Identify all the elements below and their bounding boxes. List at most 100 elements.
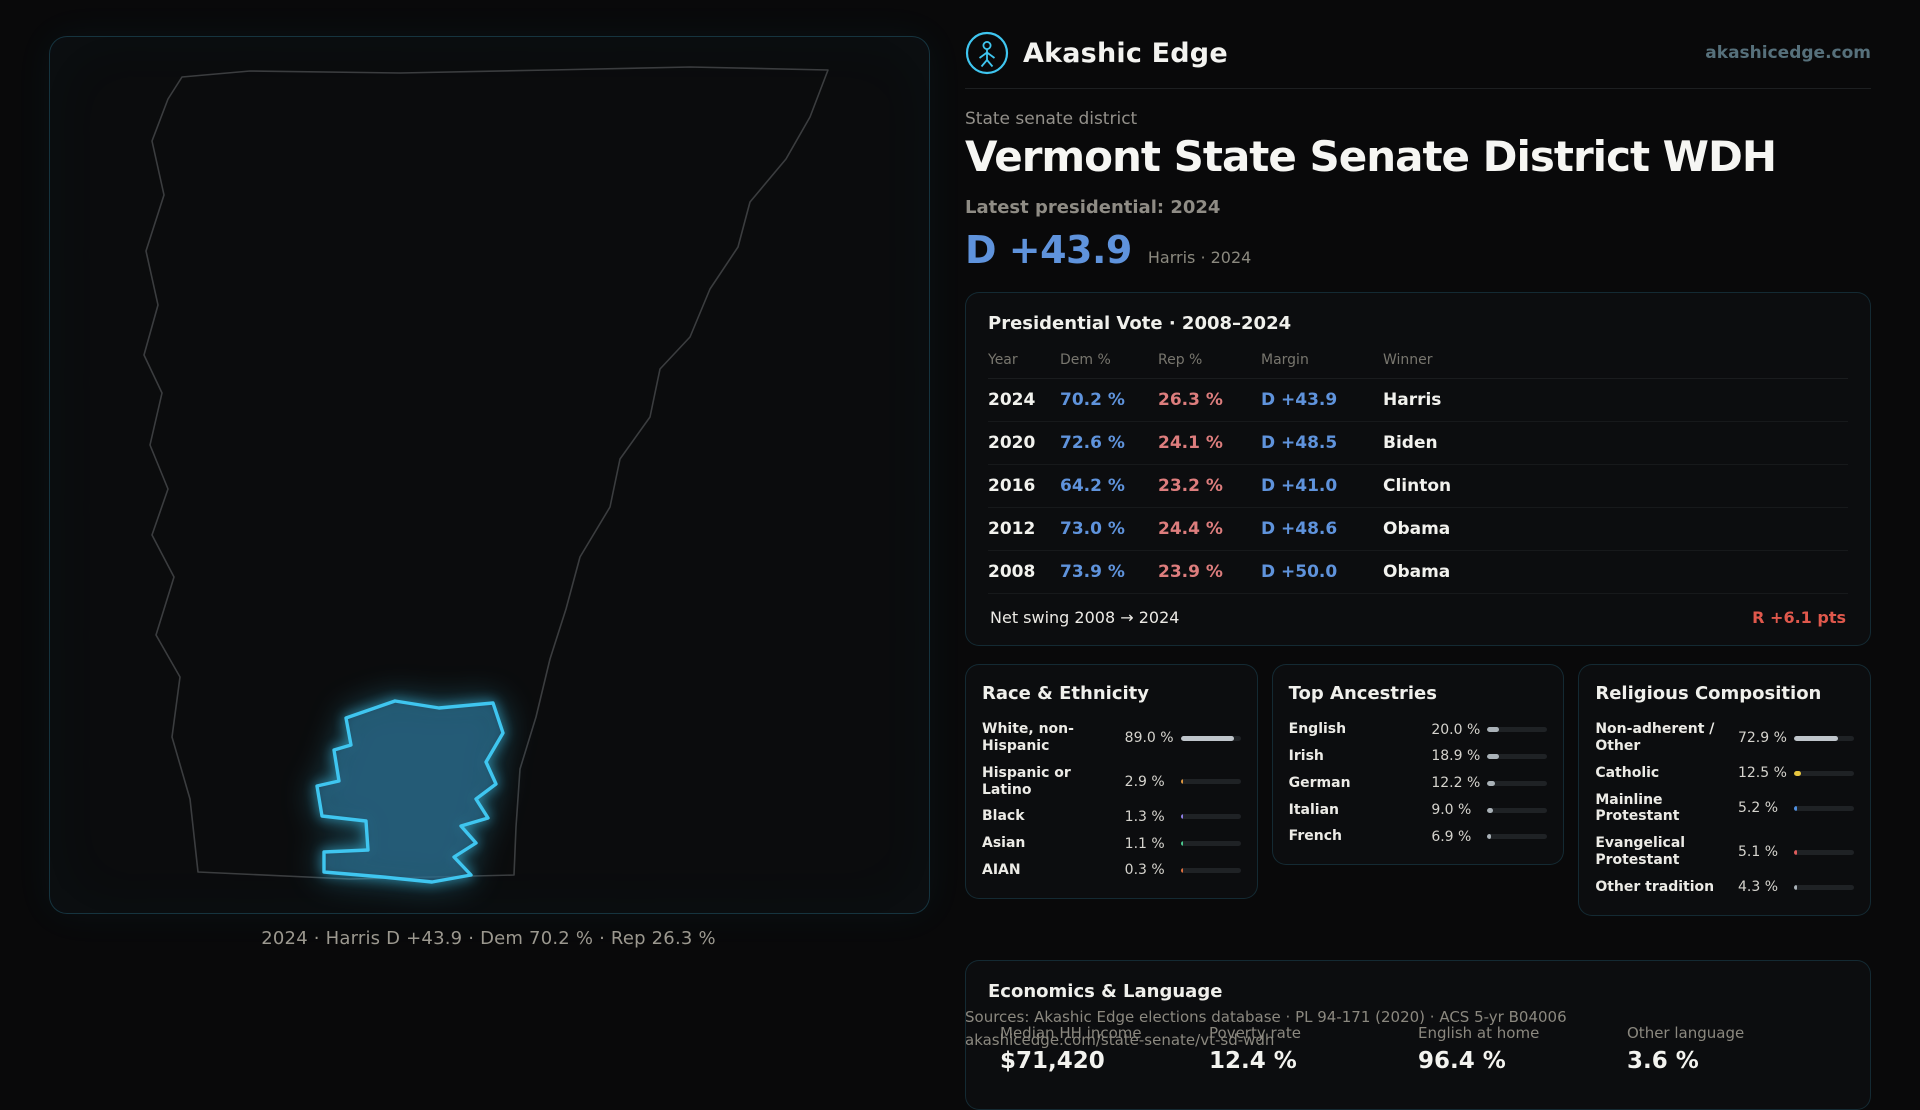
stat-label: English at home bbox=[1418, 1024, 1540, 1043]
table-row: 2024 70.2 % 26.3 % D +43.9 Harris bbox=[988, 379, 1848, 423]
ancestries-card-title: Top Ancestries bbox=[1288, 683, 1437, 705]
district-map-panel bbox=[49, 36, 930, 914]
column-rep: Rep % bbox=[1158, 352, 1203, 369]
demo-bar-track bbox=[1180, 814, 1241, 820]
demo-bar-track bbox=[1180, 779, 1241, 785]
column-year: Year bbox=[988, 352, 1018, 369]
table-header-row: Year Dem % Rep % Margin Winner bbox=[988, 342, 1848, 380]
demo-label: Catholic bbox=[1595, 764, 1660, 781]
demo-row: Catholic 12.5 % bbox=[1595, 760, 1854, 787]
demo-value: 72.9 % bbox=[1737, 730, 1787, 747]
demo-row: English 20.0 % bbox=[1289, 716, 1548, 743]
demo-label: French bbox=[1288, 828, 1342, 845]
site-header: Akashic Edge akashicedge.com bbox=[965, 24, 1871, 82]
cell-rep-pct: 24.1 % bbox=[1158, 433, 1223, 454]
demo-value: 1.1 % bbox=[1124, 835, 1165, 852]
demo-bar-fill bbox=[1793, 770, 1802, 776]
presidential-vote-card: Presidential Vote · 2008–2024 Year Dem %… bbox=[965, 292, 1871, 647]
district-type-eyebrow: State senate district bbox=[965, 109, 1138, 129]
demo-value: 0.3 % bbox=[1124, 862, 1165, 879]
footer-sources: Sources: Akashic Edge elections database… bbox=[965, 1008, 1567, 1026]
demo-bar-fill bbox=[1793, 805, 1798, 811]
demo-bar-track bbox=[1487, 834, 1548, 840]
demographics-row: Race & Ethnicity White, non-Hispanic 89.… bbox=[965, 664, 1871, 942]
demo-row: AIAN 0.3 % bbox=[982, 857, 1241, 884]
page-title: Vermont State Senate District WDH bbox=[965, 132, 1777, 181]
cell-year: 2024 bbox=[988, 390, 1036, 411]
demo-row: Italian 9.0 % bbox=[1289, 797, 1548, 824]
religion-card-title: Religious Composition bbox=[1595, 683, 1822, 705]
map-caption: 2024 · Harris D +43.9 · Dem 70.2 % · Rep… bbox=[261, 928, 716, 949]
demo-value: 20.0 % bbox=[1431, 721, 1481, 738]
economics-card-title: Economics & Language bbox=[988, 981, 1223, 1003]
religious-composition-card: Religious Composition Non-adherent / Oth… bbox=[1578, 664, 1871, 916]
demo-bar-fill bbox=[1487, 727, 1500, 733]
cell-dem-pct: 64.2 % bbox=[1060, 476, 1125, 497]
stat-label: Other language bbox=[1627, 1024, 1745, 1043]
stat-label: Poverty rate bbox=[1209, 1024, 1301, 1043]
religion-rows: Non-adherent / Other 72.9 % Catholic 12.… bbox=[1595, 716, 1854, 900]
vermont-map bbox=[143, 66, 829, 884]
demo-bar-track bbox=[1487, 727, 1548, 733]
demo-bar-fill bbox=[1793, 735, 1838, 741]
stat-label: Median HH income bbox=[1000, 1024, 1142, 1043]
cell-year: 2008 bbox=[988, 562, 1036, 583]
table-row: 2012 73.0 % 24.4 % D +48.6 Obama bbox=[988, 508, 1848, 552]
demo-bar-fill bbox=[1487, 834, 1492, 840]
cell-margin: D +43.9 bbox=[1261, 390, 1338, 411]
demo-row: Irish 18.9 % bbox=[1289, 743, 1548, 770]
vermont-state-outline bbox=[143, 66, 829, 880]
demo-value: 89.0 % bbox=[1124, 730, 1174, 747]
demo-bar-fill bbox=[1487, 753, 1499, 759]
demo-bar-track bbox=[1180, 735, 1241, 741]
cell-winner: Obama bbox=[1383, 562, 1451, 583]
demo-value: 12.5 % bbox=[1737, 765, 1787, 782]
district-wdh-shape[interactable] bbox=[315, 699, 505, 884]
demo-bar-track bbox=[1793, 884, 1854, 890]
demo-value: 4.3 % bbox=[1737, 879, 1779, 896]
headline-margin-value: D +43.9 bbox=[965, 228, 1132, 273]
net-swing-label: Net swing 2008 → 2024 bbox=[990, 608, 1180, 628]
demo-label: Asian bbox=[982, 835, 1026, 852]
demo-value: 5.2 % bbox=[1737, 800, 1779, 817]
demo-label: Other tradition bbox=[1595, 878, 1715, 895]
stat-value: 3.6 % bbox=[1627, 1048, 1699, 1075]
site-domain-link[interactable]: akashicedge.com bbox=[1705, 43, 1871, 63]
race-ethnicity-card: Race & Ethnicity White, non-Hispanic 89.… bbox=[965, 664, 1258, 899]
cell-winner: Biden bbox=[1383, 433, 1438, 454]
demo-label: Irish bbox=[1288, 748, 1324, 765]
demo-row: Non-adherent / Other 72.9 % bbox=[1595, 716, 1854, 760]
race-rows: White, non-Hispanic 89.0 % Hispanic or L… bbox=[982, 716, 1241, 884]
column-dem: Dem % bbox=[1060, 352, 1111, 369]
cell-rep-pct: 26.3 % bbox=[1158, 390, 1223, 411]
cell-rep-pct: 23.2 % bbox=[1158, 476, 1223, 497]
demo-bar-fill bbox=[1793, 849, 1798, 855]
demo-label: AIAN bbox=[982, 862, 1021, 879]
demo-row: Hispanic or Latino 2.9 % bbox=[982, 760, 1241, 804]
economics-stat: Other language 3.6 % bbox=[1627, 1024, 1836, 1074]
cell-year: 2016 bbox=[988, 476, 1036, 497]
stat-value: 12.4 % bbox=[1209, 1048, 1297, 1075]
demo-bar-track bbox=[1180, 867, 1241, 873]
net-swing-row: Net swing 2008 → 2024 R +6.1 pts bbox=[988, 594, 1848, 633]
demo-value: 9.0 % bbox=[1431, 802, 1472, 819]
table-row: 2016 64.2 % 23.2 % D +41.0 Clinton bbox=[988, 465, 1848, 509]
demo-bar-track bbox=[1487, 807, 1548, 813]
stat-value: 96.4 % bbox=[1418, 1048, 1506, 1075]
demo-bar-fill bbox=[1180, 779, 1183, 785]
footer-permalink[interactable]: akashicedge.com/state-senate/vt-sd-wdh bbox=[965, 1031, 1275, 1049]
cell-dem-pct: 72.6 % bbox=[1060, 433, 1125, 454]
ancestry-rows: English 20.0 % Irish 18.9 % German 12.2 … bbox=[1289, 716, 1548, 850]
demo-row: Other tradition 4.3 % bbox=[1595, 874, 1854, 901]
cell-dem-pct: 70.2 % bbox=[1060, 390, 1125, 411]
table-row: 2008 73.9 % 23.9 % D +50.0 Obama bbox=[988, 551, 1848, 595]
cell-winner: Harris bbox=[1383, 390, 1442, 411]
demo-label: German bbox=[1288, 774, 1351, 791]
cell-margin: D +48.6 bbox=[1261, 519, 1338, 540]
demo-label: Evangelical Protestant bbox=[1595, 835, 1686, 869]
column-winner: Winner bbox=[1383, 352, 1433, 369]
demo-bar-track bbox=[1793, 735, 1854, 741]
header-divider bbox=[965, 88, 1871, 89]
demo-label: Non-adherent / Other bbox=[1595, 721, 1715, 755]
demo-bar-track bbox=[1487, 780, 1548, 786]
